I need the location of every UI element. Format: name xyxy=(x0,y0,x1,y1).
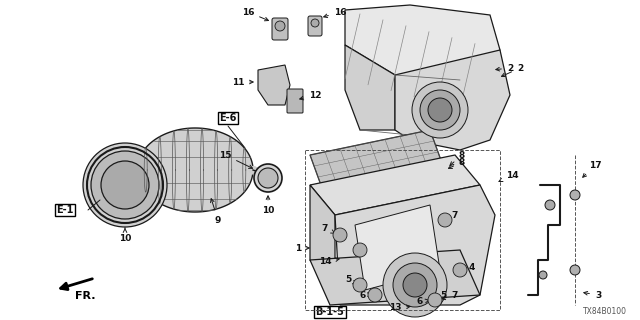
Text: 2: 2 xyxy=(496,63,513,73)
Text: TX84B0100: TX84B0100 xyxy=(583,308,627,316)
Circle shape xyxy=(393,263,437,307)
Circle shape xyxy=(258,168,278,188)
Circle shape xyxy=(428,293,442,307)
Text: 6: 6 xyxy=(360,291,372,300)
Circle shape xyxy=(428,98,452,122)
Text: B-1-5: B-1-5 xyxy=(316,307,344,317)
Polygon shape xyxy=(310,250,480,305)
Circle shape xyxy=(383,253,447,317)
Circle shape xyxy=(412,82,468,138)
Text: 16: 16 xyxy=(242,7,268,21)
Circle shape xyxy=(570,190,580,200)
Text: 7: 7 xyxy=(442,291,458,300)
Text: 5: 5 xyxy=(433,291,446,300)
Polygon shape xyxy=(345,5,500,80)
Circle shape xyxy=(254,164,282,192)
Polygon shape xyxy=(310,185,335,290)
Circle shape xyxy=(368,288,382,302)
Circle shape xyxy=(539,271,547,279)
Text: E-1: E-1 xyxy=(56,205,74,215)
Circle shape xyxy=(91,151,159,219)
Polygon shape xyxy=(345,45,395,130)
Text: 7: 7 xyxy=(322,223,335,233)
Text: 2: 2 xyxy=(502,63,523,76)
Polygon shape xyxy=(310,155,480,215)
FancyBboxPatch shape xyxy=(272,18,288,40)
Circle shape xyxy=(453,263,467,277)
Text: 16: 16 xyxy=(324,7,346,18)
Text: 6: 6 xyxy=(417,298,429,307)
Text: 4: 4 xyxy=(462,263,475,273)
Text: 15: 15 xyxy=(219,150,253,168)
Text: 9: 9 xyxy=(211,199,221,225)
Text: 11: 11 xyxy=(232,77,253,86)
Polygon shape xyxy=(355,205,440,290)
Text: 10: 10 xyxy=(119,228,131,243)
Circle shape xyxy=(83,143,167,227)
Text: E-6: E-6 xyxy=(220,113,237,123)
Text: 3: 3 xyxy=(584,291,601,300)
Circle shape xyxy=(545,200,555,210)
Text: 5: 5 xyxy=(345,276,356,284)
Circle shape xyxy=(353,278,367,292)
Polygon shape xyxy=(258,65,290,105)
Text: FR.: FR. xyxy=(75,291,95,301)
Polygon shape xyxy=(310,130,450,210)
Polygon shape xyxy=(137,128,253,212)
Text: 13: 13 xyxy=(388,303,410,313)
Text: 8: 8 xyxy=(449,157,465,168)
Text: 14: 14 xyxy=(499,171,518,181)
Circle shape xyxy=(275,21,285,31)
Circle shape xyxy=(403,273,427,297)
Circle shape xyxy=(570,265,580,275)
Circle shape xyxy=(101,161,149,209)
Polygon shape xyxy=(335,185,495,305)
Circle shape xyxy=(420,90,460,130)
Circle shape xyxy=(438,213,452,227)
Circle shape xyxy=(353,243,367,257)
FancyBboxPatch shape xyxy=(287,89,303,113)
Circle shape xyxy=(311,19,319,27)
Text: 1: 1 xyxy=(295,244,309,252)
Polygon shape xyxy=(395,50,510,150)
FancyBboxPatch shape xyxy=(308,16,322,36)
Text: 7: 7 xyxy=(446,211,458,220)
Text: 8: 8 xyxy=(450,150,465,165)
Text: 14: 14 xyxy=(319,258,339,267)
Text: 17: 17 xyxy=(583,161,602,177)
Text: 12: 12 xyxy=(300,91,321,100)
Text: 10: 10 xyxy=(262,196,274,214)
Circle shape xyxy=(333,228,347,242)
